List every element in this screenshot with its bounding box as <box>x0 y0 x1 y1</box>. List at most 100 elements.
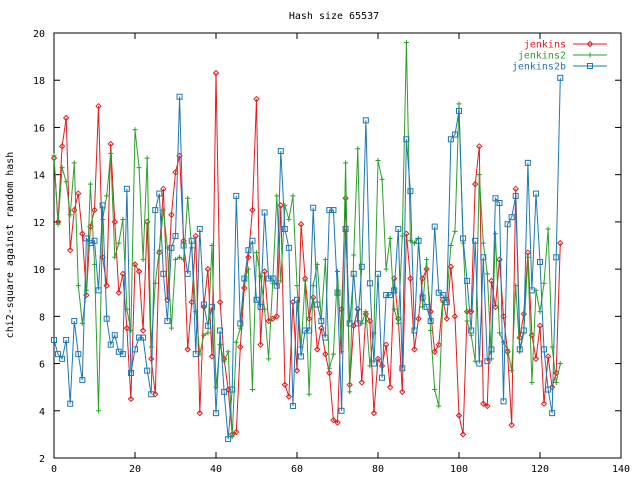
data-point-jenkins2 <box>185 195 191 201</box>
data-point-jenkins2 <box>254 250 259 256</box>
data-point-jenkins2b <box>338 407 345 414</box>
data-point-jenkins2b <box>387 292 394 299</box>
data-point-jenkins <box>127 395 135 403</box>
data-point-jenkins2 <box>87 181 93 187</box>
data-point-jenkins <box>168 211 175 219</box>
data-point-jenkins <box>314 346 321 353</box>
data-point-jenkins <box>557 239 564 247</box>
y-tick-label: 8 <box>39 312 45 323</box>
data-point-jenkins2b <box>488 346 495 353</box>
data-point-jenkins2b <box>160 270 167 277</box>
data-point-jenkins2b <box>346 320 353 327</box>
data-point-jenkins <box>399 388 406 396</box>
data-point-jenkins2b <box>512 192 519 199</box>
data-point-jenkins <box>309 294 317 301</box>
data-point-jenkins2b <box>285 244 292 251</box>
data-point-jenkins2b <box>330 207 337 214</box>
data-point-jenkins2b <box>95 287 102 294</box>
data-point-jenkins2 <box>148 344 154 350</box>
data-point-jenkins2b <box>532 190 539 197</box>
data-point-jenkins <box>107 140 114 148</box>
data-point-jenkins2 <box>124 306 130 312</box>
data-point-jenkins2b <box>156 190 163 197</box>
data-point-jenkins2 <box>363 309 369 315</box>
data-point-jenkins <box>58 143 66 150</box>
data-point-jenkins2b <box>447 136 454 143</box>
y-tick-label: 4 <box>39 407 45 418</box>
data-point-jenkins2b <box>541 346 548 353</box>
data-point-jenkins <box>476 143 483 150</box>
x-tick-label: 80 <box>372 464 384 475</box>
data-point-jenkins2b <box>184 270 191 277</box>
data-point-jenkins2 <box>456 101 462 107</box>
data-point-jenkins2b <box>537 259 543 266</box>
data-point-jenkins2 <box>484 271 490 277</box>
data-point-jenkins2 <box>136 165 142 171</box>
data-point-jenkins2 <box>448 243 454 248</box>
data-point-jenkins2b <box>504 221 511 228</box>
data-point-jenkins2b <box>63 336 70 343</box>
data-point-jenkins <box>115 289 123 296</box>
data-point-jenkins2b <box>456 107 462 114</box>
data-point-jenkins2b <box>51 336 57 343</box>
data-point-jenkins2b <box>451 131 458 138</box>
data-point-jenkins <box>411 346 418 353</box>
data-point-jenkins2b <box>342 225 349 232</box>
data-point-jenkins <box>147 355 155 363</box>
data-point-jenkins2 <box>387 235 393 241</box>
data-point-jenkins <box>532 355 540 363</box>
data-point-jenkins <box>95 102 102 110</box>
data-point-jenkins2 <box>476 172 482 178</box>
data-point-jenkins <box>451 313 459 320</box>
data-point-jenkins2 <box>529 379 535 385</box>
data-point-jenkins2 <box>108 150 114 156</box>
data-point-jenkins2 <box>156 247 162 253</box>
data-point-jenkins2 <box>144 155 150 161</box>
data-point-jenkins <box>245 254 252 261</box>
data-point-jenkins <box>548 383 556 391</box>
data-point-jenkins2b <box>427 318 434 325</box>
data-point-jenkins2 <box>541 280 547 286</box>
series-line-jenkins2 <box>53 42 561 437</box>
data-point-jenkins2b <box>407 188 414 195</box>
data-point-jenkins2b <box>253 296 260 303</box>
data-point-jenkins2b <box>127 370 134 376</box>
data-point-jenkins2 <box>375 158 381 163</box>
data-point-jenkins2 <box>545 226 551 232</box>
data-point-jenkins2b <box>520 327 527 334</box>
data-point-jenkins2b <box>383 292 390 299</box>
data-point-jenkins2b <box>107 341 114 348</box>
data-point-jenkins2 <box>464 318 470 324</box>
data-point-jenkins <box>358 379 366 386</box>
data-point-jenkins2b <box>443 299 450 306</box>
data-point-jenkins <box>237 343 244 351</box>
data-point-jenkins2 <box>128 328 134 333</box>
y-tick-label: 10 <box>33 265 45 276</box>
data-point-jenkins2 <box>322 257 328 263</box>
data-point-jenkins2b <box>257 303 264 310</box>
data-point-jenkins2b <box>241 275 248 282</box>
data-point-jenkins2b <box>528 287 535 294</box>
data-point-jenkins <box>382 341 390 348</box>
data-point-jenkins2b <box>302 327 309 334</box>
data-point-jenkins <box>188 298 195 306</box>
x-tick-label: 0 <box>51 464 57 475</box>
data-point-jenkins <box>322 350 329 358</box>
data-point-jenkins2b <box>314 301 321 308</box>
data-point-jenkins <box>330 417 337 424</box>
data-point-jenkins2b <box>310 204 317 211</box>
data-point-jenkins2b <box>144 367 151 374</box>
data-point-jenkins2 <box>335 268 340 274</box>
data-point-jenkins2 <box>383 266 389 272</box>
data-point-jenkins2 <box>468 332 474 338</box>
data-point-jenkins2b <box>468 327 475 334</box>
data-point-jenkins2 <box>399 233 405 239</box>
data-point-jenkins2 <box>132 127 138 133</box>
data-point-jenkins <box>212 69 220 77</box>
data-point-jenkins <box>75 190 82 197</box>
data-point-jenkins2b <box>326 207 333 214</box>
data-point-jenkins2b <box>188 237 195 244</box>
data-point-jenkins2b <box>508 214 515 221</box>
data-point-jenkins2b <box>261 209 268 216</box>
